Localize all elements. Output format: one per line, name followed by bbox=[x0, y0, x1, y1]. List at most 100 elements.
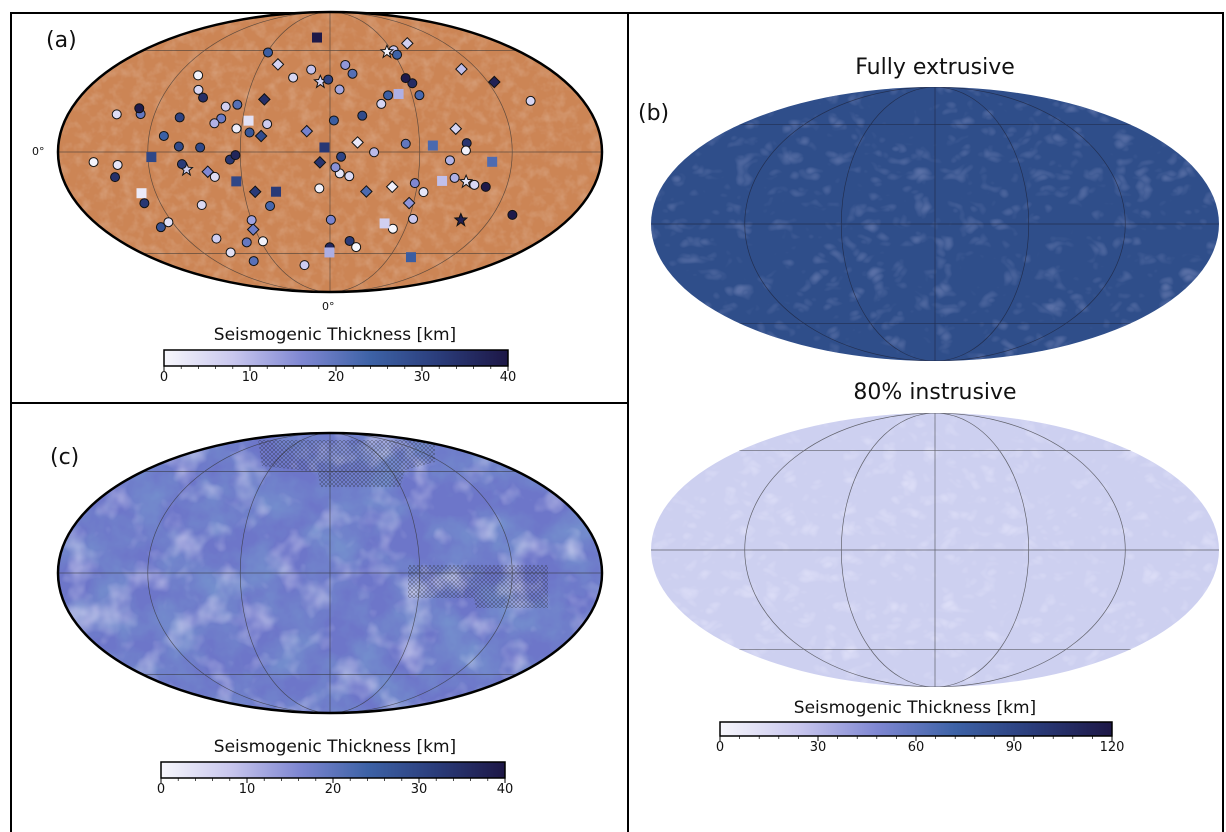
map-marker bbox=[243, 115, 254, 126]
panel-b-map2-title: 80% instrusive bbox=[853, 380, 1017, 405]
panel-b-colorbar-title: Seismogenic Thickness [km] bbox=[793, 698, 1037, 718]
map-marker bbox=[525, 95, 536, 106]
map-marker bbox=[198, 92, 209, 103]
map-marker bbox=[319, 142, 330, 153]
map-marker bbox=[173, 141, 184, 152]
map-marker bbox=[323, 74, 334, 85]
panel-a-label: (a) bbox=[46, 28, 77, 53]
map-marker bbox=[312, 32, 323, 43]
map-marker bbox=[359, 185, 373, 198]
map-marker bbox=[376, 98, 387, 109]
colorbar-tick-label: 40 bbox=[499, 370, 517, 385]
map-marker bbox=[347, 68, 358, 79]
map-marker bbox=[469, 179, 480, 190]
map-marker bbox=[271, 186, 282, 197]
colorbar-tick-label: 0 bbox=[156, 782, 166, 797]
colorbar-tick-label: 10 bbox=[241, 370, 259, 385]
map-marker bbox=[444, 155, 455, 166]
panel-c-colorbar bbox=[160, 761, 506, 783]
map-marker bbox=[402, 196, 416, 210]
map-marker bbox=[112, 159, 123, 170]
map-marker bbox=[453, 212, 469, 227]
map-marker bbox=[209, 118, 220, 129]
map-marker bbox=[263, 47, 274, 58]
map-marker bbox=[220, 101, 231, 112]
map-marker bbox=[392, 49, 403, 60]
map-marker bbox=[257, 93, 271, 106]
map-marker bbox=[400, 138, 411, 149]
map-marker bbox=[344, 235, 355, 246]
map-marker bbox=[146, 152, 157, 163]
map-marker bbox=[225, 247, 236, 258]
map-marker bbox=[241, 237, 252, 248]
map-marker bbox=[254, 129, 268, 143]
colorbar-tick-label: 120 bbox=[1099, 740, 1125, 755]
colorbar-tick-label: 40 bbox=[496, 782, 514, 797]
panel-a-map bbox=[56, 10, 604, 294]
map-marker bbox=[314, 183, 325, 194]
map-marker bbox=[232, 99, 243, 110]
panel-c-label: (c) bbox=[50, 445, 80, 470]
map-marker bbox=[340, 59, 351, 70]
map-marker bbox=[409, 178, 420, 189]
map-marker bbox=[209, 171, 220, 182]
map-marker bbox=[193, 84, 204, 95]
map-marker bbox=[246, 215, 257, 226]
panel-b-map1-title: Fully extrusive bbox=[855, 55, 1015, 80]
map-marker bbox=[383, 90, 394, 101]
map-marker bbox=[231, 176, 242, 187]
map-marker bbox=[427, 140, 438, 151]
map-marker bbox=[299, 260, 310, 271]
panel-a-colorbar bbox=[163, 349, 509, 371]
map-marker bbox=[136, 188, 147, 199]
map-marker bbox=[449, 122, 463, 136]
map-marker bbox=[88, 157, 99, 168]
map-marker bbox=[351, 136, 364, 149]
map-marker bbox=[324, 247, 335, 258]
map-marker bbox=[300, 124, 314, 138]
map-marker bbox=[460, 145, 471, 156]
map-marker bbox=[158, 130, 169, 141]
map-marker bbox=[357, 110, 368, 121]
panel-a-lat-label: 0° bbox=[32, 145, 45, 158]
map-marker bbox=[407, 78, 418, 89]
map-marker bbox=[336, 151, 347, 162]
map-marker bbox=[110, 172, 121, 183]
map-marker bbox=[271, 58, 285, 71]
colorbar-tick-label: 0 bbox=[159, 370, 169, 385]
map-marker bbox=[458, 173, 474, 189]
map-marker bbox=[330, 162, 341, 173]
map-marker bbox=[408, 213, 419, 224]
colorbar-tick-label: 30 bbox=[809, 740, 827, 755]
map-marker bbox=[155, 222, 166, 233]
map-marker bbox=[265, 201, 276, 212]
map-marker bbox=[369, 147, 380, 158]
map-marker bbox=[176, 159, 187, 170]
map-marker bbox=[351, 242, 362, 253]
map-marker bbox=[195, 142, 206, 153]
panel-a-colorbar-title: Seismogenic Thickness [km] bbox=[213, 325, 457, 345]
map-marker bbox=[246, 223, 260, 236]
map-marker bbox=[230, 150, 241, 161]
panel-a-lon-label: 0° bbox=[322, 300, 335, 313]
map-marker bbox=[288, 72, 299, 83]
map-marker bbox=[248, 185, 262, 199]
map-marker bbox=[385, 180, 399, 194]
colorbar-tick-label: 60 bbox=[907, 740, 925, 755]
map-marker bbox=[231, 123, 242, 134]
figure-frame bbox=[10, 12, 1224, 832]
map-marker bbox=[344, 171, 355, 182]
map-marker bbox=[325, 214, 336, 225]
map-marker bbox=[418, 187, 429, 198]
panel-c-map bbox=[56, 431, 604, 715]
map-marker bbox=[328, 115, 339, 126]
map-marker bbox=[487, 75, 501, 89]
colorbar-tick-label: 30 bbox=[413, 370, 431, 385]
map-marker bbox=[257, 236, 268, 247]
map-marker bbox=[400, 73, 411, 84]
map-marker bbox=[387, 223, 398, 234]
colorbar-tick-label: 10 bbox=[238, 782, 256, 797]
map-marker bbox=[313, 156, 327, 169]
map-marker bbox=[262, 119, 273, 130]
